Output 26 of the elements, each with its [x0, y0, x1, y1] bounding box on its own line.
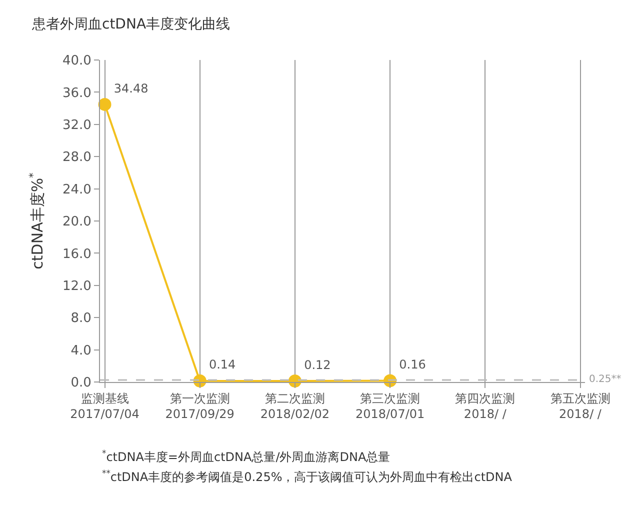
x-tick-label: 第四次监测 2018/ /	[455, 391, 516, 421]
data-label: 0.12	[304, 358, 331, 372]
y-tick-label: 36.0	[62, 86, 92, 101]
data-label: 0.14	[208, 358, 236, 372]
x-tick-label: 第五次监测 2018/ /	[550, 391, 610, 421]
x-tick-label: 第三次监测 2018/07/01	[355, 391, 425, 421]
y-tick-label: 32.0	[62, 118, 92, 133]
data-label: 34.48	[114, 81, 148, 96]
y-tick-label: 8.0	[70, 311, 92, 326]
point	[98, 98, 112, 111]
x-tick-label: 第一次监测 2017/09/29	[165, 391, 234, 421]
x-tick-label: 监测基线 2017/07/04	[70, 391, 140, 421]
y-tick-label: 24.0	[62, 182, 92, 198]
y-tick-label: 4.0	[70, 343, 92, 358]
text: $^{**}$ctDNA丰度的参考阈值是0.25%，高于该阈值可认为外周血中有检出ctDNA	[102, 468, 513, 484]
chart-title: 患者外周血ctDNA丰度变化曲线	[31, 16, 230, 32]
y-tick-label: 28.0	[62, 150, 92, 166]
y-tick-label: 16.0	[62, 246, 92, 262]
y-tick-label: 40.0	[62, 54, 92, 69]
ref-line-label: 0.25**	[589, 374, 622, 385]
data-label: 0.16	[399, 358, 426, 372]
y-tick-label: 0.0	[70, 376, 92, 391]
y-tick-label: 20.0	[62, 214, 92, 230]
x-tick-label: 第二次监测 2018/02/02	[260, 391, 330, 421]
text: $^{*}$ctDNA丰度=外周血ctDNA总量/外周血游离DNA总量	[102, 448, 390, 464]
y-tick-label: 12.0	[62, 278, 92, 294]
